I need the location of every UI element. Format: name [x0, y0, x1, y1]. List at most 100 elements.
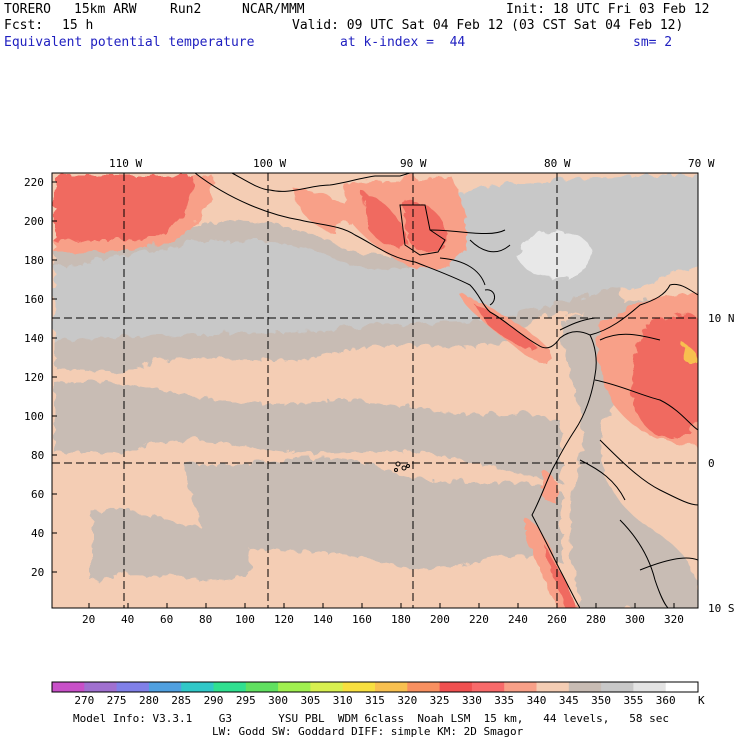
forecast-hour: 15 h [62, 18, 94, 33]
run-label: Run2 [170, 2, 202, 17]
x-label: 220 [469, 613, 489, 626]
colorbar-label: 310 [332, 694, 353, 707]
lon-label-70w: 70 W [688, 157, 715, 170]
field-grey-bands [52, 173, 698, 608]
colorbar-label: 340 [526, 694, 547, 707]
colorbar-swatch [148, 682, 182, 692]
y-label: 80 [31, 449, 45, 462]
colorbar-label: 305 [300, 694, 321, 707]
valid-time: Valid: 09 UTC Sat 04 Feb 12 (03 CST Sat … [292, 18, 684, 33]
colorbar-swatch [536, 682, 570, 692]
y-label: 60 [31, 488, 45, 501]
colorbar-swatch [342, 682, 376, 692]
init-time: Init: 18 UTC Fri 03 Feb 12 [506, 2, 710, 17]
x-label: 80 [199, 613, 213, 626]
x-label: 180 [391, 613, 411, 626]
x-tick-marks [88, 603, 675, 608]
colorbar-label: 295 [235, 694, 256, 707]
colorbar-swatch [504, 682, 537, 692]
colorbar-swatch [181, 682, 214, 692]
field-title: Equivalent potential temperature [4, 35, 255, 50]
lat-label-10s: 10 S [708, 602, 735, 615]
y-label: 180 [24, 254, 44, 267]
smoothing-label: sm= 2 [633, 35, 673, 50]
y-label: 220 [24, 176, 44, 189]
colorbar-swatch [471, 682, 505, 692]
colorbar-label: 350 [591, 694, 612, 707]
colorbar-label: 325 [429, 694, 450, 707]
graticule [52, 173, 698, 608]
colorbar-label: 320 [397, 694, 418, 707]
colorbar-swatch [310, 682, 344, 692]
lon-label-100w: 100 W [253, 157, 287, 170]
colorbar-label: 345 [558, 694, 579, 707]
x-label: 100 [235, 613, 255, 626]
field-warm-areas [52, 173, 698, 608]
colorbar-swatch [407, 682, 441, 692]
x-label: 280 [586, 613, 606, 626]
map-frame [51, 172, 699, 609]
y-label: 140 [24, 332, 44, 345]
x-label: 120 [274, 613, 294, 626]
x-label: 200 [430, 613, 450, 626]
colorbar-swatch [116, 682, 150, 692]
colorbar-swatch [245, 682, 279, 692]
lat-label-10n: 10 N [708, 312, 735, 325]
lon-label-80w: 80 W [544, 157, 571, 170]
colorbar-label: 285 [171, 694, 192, 707]
y-label: 120 [24, 371, 44, 384]
colorbar-swatch [601, 682, 634, 692]
colorbar-swatch [52, 682, 85, 692]
colorbar-frame [51, 681, 699, 693]
x-label: 160 [352, 613, 372, 626]
model-info-line1: Model Info: V3.3.1 G3 YSU PBL WDM 6class… [73, 712, 670, 725]
lon-label-110w: 110 W [109, 157, 143, 170]
colorbar-swatch [568, 682, 602, 692]
x-label: 320 [664, 613, 684, 626]
colorbar-label: 330 [461, 694, 482, 707]
colorbar-swatch [439, 682, 473, 692]
colorbar-label: 355 [623, 694, 644, 707]
galapagos-islands [394, 461, 410, 472]
field-light-grey [515, 228, 589, 276]
x-label: 40 [121, 613, 135, 626]
forecast-label: Fcst: [4, 18, 44, 33]
colorbar-label: 360 [655, 694, 676, 707]
x-label: 140 [313, 613, 333, 626]
lat-label-0: 0 [708, 457, 715, 470]
y-label: 20 [31, 566, 45, 579]
org-label: NCAR/MMM [242, 2, 305, 17]
colorbar-swatch [84, 682, 118, 692]
colorbar-label: 300 [268, 694, 289, 707]
y-label: 100 [24, 410, 44, 423]
x-label: 260 [547, 613, 567, 626]
lon-label-90w: 90 W [400, 157, 427, 170]
colorbar-swatch [213, 682, 247, 692]
model-name: TORERO [4, 2, 51, 17]
model-info-line2: LW: Godd SW: Goddard DIFF: simple KM: 2D… [212, 725, 524, 738]
colorbar-swatch [375, 682, 408, 692]
y-label: 200 [24, 215, 44, 228]
level-label: at k-index = 44 [340, 35, 466, 50]
colorbar-swatch [278, 682, 311, 692]
colorbar-unit: K [698, 694, 705, 707]
model-resolution: 15km ARW [74, 2, 137, 17]
colorbar-swatch [633, 682, 667, 692]
colorbar-label: 280 [138, 694, 159, 707]
x-label: 20 [82, 613, 96, 626]
y-label: 160 [24, 293, 44, 306]
colorbar-label: 335 [494, 694, 515, 707]
colorbar-label: 315 [365, 694, 385, 707]
y-tick-marks [52, 181, 57, 573]
y-label: 40 [31, 527, 45, 540]
colorbar-label: 275 [106, 694, 127, 707]
colorbar-swatch [665, 682, 699, 692]
coastlines [194, 173, 698, 608]
colorbar [51, 681, 699, 693]
colorbar-label: 290 [203, 694, 224, 707]
x-label: 60 [160, 613, 174, 626]
x-label: 300 [625, 613, 645, 626]
x-label: 240 [508, 613, 528, 626]
colorbar-label: 270 [74, 694, 95, 707]
